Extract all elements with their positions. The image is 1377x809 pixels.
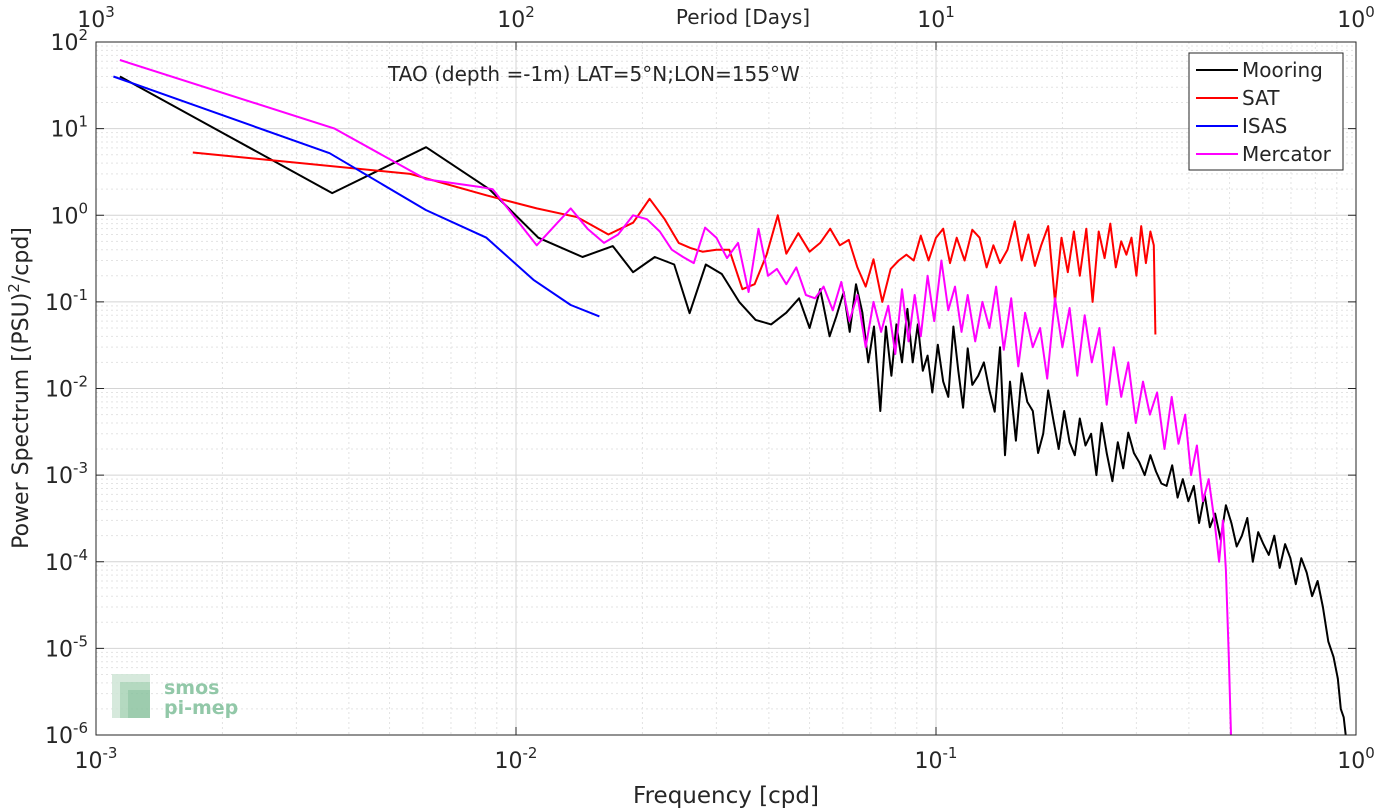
series-line-sat <box>192 151 1157 335</box>
logo-text-line2: pi-mep <box>164 697 238 719</box>
minor-grid <box>96 42 1356 735</box>
y-tick-label-exponent: 2 <box>78 26 88 44</box>
top-tick-label: 103 <box>77 3 115 33</box>
legend-label-isas: ISAS <box>1242 114 1287 138</box>
x-tick-label-exponent: 0 <box>1365 744 1375 762</box>
legend-items: Mooring SAT ISAS Mercator <box>1196 58 1332 166</box>
top-tick-label-base: 10 <box>497 8 525 33</box>
top-tick-label: 102 <box>497 3 535 33</box>
legend-label-mercator: Mercator <box>1242 142 1332 166</box>
y-tick-label-base: 10 <box>45 551 73 576</box>
y-tick-label-base: 10 <box>45 291 73 316</box>
y-tick-label-exponent: -3 <box>73 459 88 477</box>
x-tick-label-exponent: -3 <box>103 744 118 762</box>
legend-label-sat: SAT <box>1242 86 1280 110</box>
y-tick-label-exponent: 1 <box>78 113 88 131</box>
y-tick-label-exponent: -5 <box>73 632 88 650</box>
top-tick-label-exponent: 2 <box>525 3 535 21</box>
series-line-isas <box>113 75 600 318</box>
y-tick-label-base: 10 <box>45 724 73 749</box>
y-axis-label-superscript: 2 <box>5 283 23 293</box>
top-tick-label-exponent: 3 <box>105 3 115 21</box>
y-tick-label-exponent: -4 <box>73 546 88 564</box>
top-tick-label-exponent: 0 <box>1365 3 1375 21</box>
y-tick-label: 10-4 <box>45 546 88 576</box>
x-tick-label: 10-1 <box>915 744 958 774</box>
top-tick-label-exponent: 1 <box>945 3 955 21</box>
y-tick-label-exponent: -1 <box>73 286 88 304</box>
x-tick-label-base: 10 <box>1337 749 1365 774</box>
y-tick-label: 10-1 <box>45 286 88 316</box>
logo-text-line1: smos <box>164 677 219 699</box>
y-tick-label: 102 <box>50 26 88 56</box>
x-tick-label-exponent: -1 <box>943 744 958 762</box>
top-axis-label: Period [Days] <box>676 5 810 29</box>
series-line-mercator <box>119 59 1232 736</box>
chart-title: TAO (depth =-1m) LAT=5°N;LON=155°W <box>387 62 800 86</box>
y-tick-label: 10-6 <box>45 719 88 749</box>
y-tick-label-base: 10 <box>50 204 78 229</box>
x-tick-label-exponent: -2 <box>523 744 538 762</box>
legend: Mooring SAT ISAS Mercator <box>1188 52 1344 171</box>
y-tick-label-exponent: 0 <box>78 199 88 217</box>
smos-pimep-logo: smos pi-mep <box>112 674 238 719</box>
y-tick-label-base: 10 <box>50 118 78 143</box>
y-tick-label-exponent: -6 <box>73 719 88 737</box>
x-tick-label: 10-2 <box>495 744 538 774</box>
top-tick-label: 101 <box>917 3 955 33</box>
y-tick-label-base: 10 <box>50 31 78 56</box>
x-tick-label-base: 10 <box>495 749 523 774</box>
series-lines <box>113 59 1347 736</box>
y-tick-label: 10-2 <box>45 373 88 403</box>
legend-box <box>1188 52 1344 171</box>
x-axis-label: Frequency [cpd] <box>633 783 819 809</box>
y-tick-label-base: 10 <box>45 637 73 662</box>
y-axis-label: Power Spectrum [(PSU)2/cpd] <box>5 227 34 549</box>
y-tick-label: 10-3 <box>45 459 88 489</box>
series-line-mooring <box>119 75 1347 736</box>
x-tick-label: 10-3 <box>75 744 118 774</box>
y-tick-label: 100 <box>50 199 88 229</box>
x-tick-label: 100 <box>1337 744 1375 774</box>
y-tick-label: 10-5 <box>45 632 88 662</box>
logo-block-3 <box>128 690 150 718</box>
y-tick-label-base: 10 <box>45 378 73 403</box>
y-axis-label-tail: /cpd] <box>9 227 34 283</box>
y-tick-label-base: 10 <box>45 464 73 489</box>
top-tick-label-base: 10 <box>917 8 945 33</box>
top-tick-label: 100 <box>1337 3 1375 33</box>
y-tick-label: 101 <box>50 113 88 143</box>
y-tick-label-exponent: -2 <box>73 373 88 391</box>
x-tick-label-base: 10 <box>75 749 103 774</box>
x-tick-label-base: 10 <box>915 749 943 774</box>
top-tick-label-base: 10 <box>1337 8 1365 33</box>
legend-label-mooring: Mooring <box>1242 58 1323 82</box>
top-tick-label-base: 10 <box>77 8 105 33</box>
